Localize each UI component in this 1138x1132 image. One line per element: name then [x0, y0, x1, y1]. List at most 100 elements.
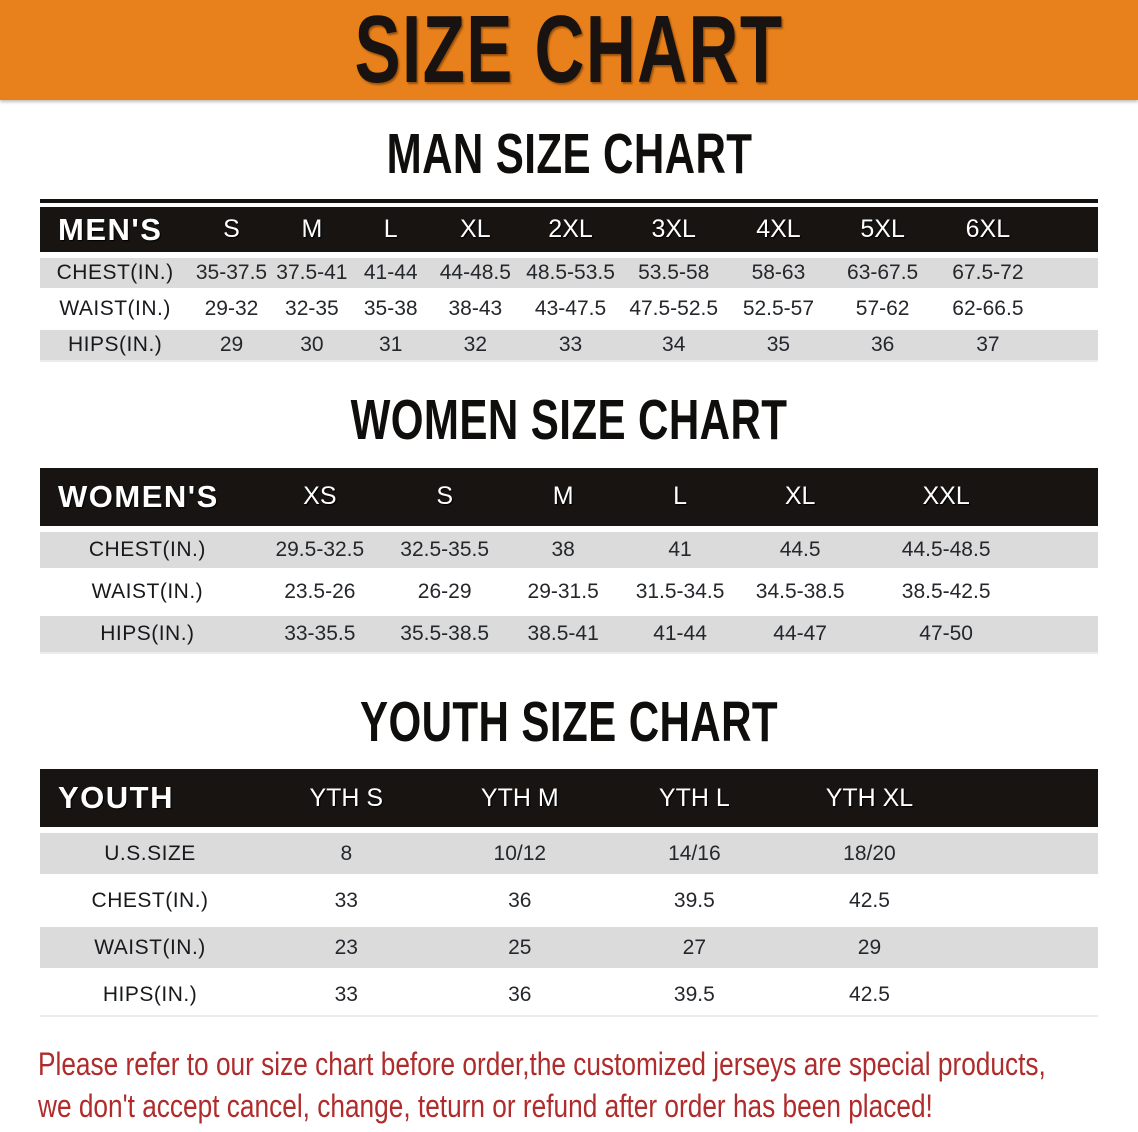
youth-table-header-row: YOUTH YTH S YTH M YTH L YTH XL	[40, 769, 1098, 828]
spacer-cell	[957, 921, 1098, 969]
women-size-column-header: XS	[254, 467, 385, 526]
size-value-cell: 36	[432, 874, 608, 922]
youth-section-heading: YOUTH SIZE CHART	[0, 690, 1138, 754]
men-section-heading-text: MAN SIZE CHART	[386, 122, 752, 186]
women-table-row: CHEST(IN.) 29.5-32.5 32.5-35.5 38 41 44.5 44.5…	[40, 525, 1098, 568]
women-size-column-header: XXL	[862, 467, 1031, 526]
youth-size-table: YOUTH YTH S YTH M YTH L YTH XL U.S.SIZE 8 10/12…	[40, 769, 1098, 1018]
men-size-column-header: S	[190, 207, 273, 253]
row-label-cell: HIPS(IN.)	[40, 324, 191, 361]
row-label-cell: CHEST(IN.)	[40, 874, 261, 922]
spacer-cell	[1030, 567, 1098, 610]
page-title: SIZE CHART	[354, 0, 784, 103]
spacer-cell	[957, 968, 1098, 1016]
size-value-cell: 33-35.5	[254, 609, 385, 652]
size-value-cell: 44.5	[738, 525, 863, 568]
men-table-row: WAIST(IN.) 29-32 32-35 35-38 38-43 43-47.5 47.…	[40, 288, 1098, 325]
youth-table-title-cell: YOUTH	[40, 769, 261, 828]
size-value-cell: 36	[432, 968, 608, 1016]
youth-section-heading-text: YOUTH SIZE CHART	[359, 690, 779, 754]
disclaimer-line-1: Please refer to our size chart before or…	[38, 1046, 1046, 1083]
row-label-cell: U.S.SIZE	[40, 827, 261, 875]
size-value-cell: 32	[430, 324, 521, 361]
women-table-row: WAIST(IN.) 23.5-26 26-29 29-31.5 31.5-34.5 34…	[40, 567, 1098, 610]
men-table-wrap: MEN'S S M L XL 2XL 3XL 4XL 5XL 6XL CHEST(IN.) 35-37…	[40, 199, 1098, 363]
youth-table-wrap: YOUTH YTH S YTH M YTH L YTH XL U.S.SIZE 8 10/12…	[40, 769, 1098, 1018]
size-value-cell: 47-50	[862, 609, 1031, 652]
youth-size-column-header: YTH M	[432, 769, 608, 828]
size-charts: MAN SIZE CHART MEN'S S M L XL 2XL 3XL 4XL 5XL 6XL…	[0, 122, 1138, 1018]
size-value-cell: 25	[432, 921, 608, 969]
size-value-cell: 29	[190, 324, 273, 361]
size-value-cell: 32.5-35.5	[384, 525, 505, 568]
row-label-cell: CHEST(IN.)	[40, 252, 191, 289]
spacer-cell	[957, 769, 1098, 828]
size-value-cell: 39.5	[607, 968, 782, 1016]
spacer-cell	[1040, 207, 1098, 253]
spacer-cell	[957, 827, 1098, 875]
spacer-cell	[1030, 609, 1098, 652]
size-value-cell: 23	[260, 921, 433, 969]
size-value-cell: 52.5-57	[726, 288, 831, 325]
size-value-cell: 35	[726, 324, 831, 361]
men-table-row: CHEST(IN.) 35-37.5 37.5-41 41-44 44-48.5 48.5…	[40, 252, 1098, 289]
size-value-cell: 58-63	[726, 252, 831, 289]
size-value-cell: 14/16	[607, 827, 782, 875]
size-value-cell: 31.5-34.5	[621, 567, 739, 610]
men-size-table: MEN'S S M L XL 2XL 3XL 4XL 5XL 6XL CHEST(IN.) 35-37…	[40, 207, 1098, 363]
men-size-column-header: 2XL	[520, 207, 621, 253]
size-value-cell: 33	[260, 874, 433, 922]
spacer-cell	[1040, 324, 1098, 361]
size-value-cell: 67.5-72	[935, 252, 1041, 289]
women-size-column-header: M	[504, 467, 622, 526]
size-value-cell: 41-44	[351, 252, 431, 289]
row-label-cell: WAIST(IN.)	[40, 567, 255, 610]
size-value-cell: 26-29	[384, 567, 505, 610]
row-label-cell: WAIST(IN.)	[40, 921, 261, 969]
disclaimer-line-2: we don't accept cancel, change, teturn o…	[38, 1088, 933, 1125]
men-size-column-header: XL	[430, 207, 521, 253]
size-value-cell: 31	[351, 324, 431, 361]
size-value-cell: 42.5	[781, 874, 958, 922]
men-size-column-header: 5XL	[830, 207, 935, 253]
women-size-column-header: XL	[738, 467, 863, 526]
size-value-cell: 38	[504, 525, 622, 568]
size-value-cell: 44-47	[738, 609, 863, 652]
size-value-cell: 37.5-41	[272, 252, 352, 289]
size-value-cell: 18/20	[781, 827, 958, 875]
men-table-row: HIPS(IN.) 29 30 31 32 33 34 35 36 37	[40, 324, 1098, 361]
size-value-cell: 33	[260, 968, 433, 1016]
size-value-cell: 8	[260, 827, 433, 875]
women-size-column-header: S	[384, 467, 505, 526]
size-value-cell: 43-47.5	[520, 288, 621, 325]
size-value-cell: 41	[621, 525, 739, 568]
size-value-cell: 29.5-32.5	[254, 525, 385, 568]
youth-size-column-header: YTH S	[260, 769, 433, 828]
size-value-cell: 53.5-58	[620, 252, 727, 289]
size-value-cell: 29-31.5	[504, 567, 622, 610]
size-value-cell: 29	[781, 921, 958, 969]
men-size-column-header: M	[272, 207, 352, 253]
size-value-cell: 38.5-41	[504, 609, 622, 652]
banner: SIZE CHART	[0, 0, 1138, 100]
men-size-column-header: 3XL	[620, 207, 727, 253]
women-section-heading: WOMEN SIZE CHART	[0, 389, 1138, 452]
size-value-cell: 34.5-38.5	[738, 567, 863, 610]
section-youth: YOUTH SIZE CHART YOUTH YTH S YTH M YTH L YTH…	[0, 690, 1138, 1018]
youth-table-row: U.S.SIZE 8 10/12 14/16 18/20	[40, 827, 1098, 875]
women-size-column-header: L	[621, 467, 739, 526]
size-value-cell: 48.5-53.5	[520, 252, 621, 289]
size-value-cell: 44.5-48.5	[862, 525, 1031, 568]
size-value-cell: 41-44	[621, 609, 739, 652]
row-label-cell: HIPS(IN.)	[40, 968, 261, 1016]
size-value-cell: 32-35	[272, 288, 352, 325]
size-value-cell: 29-32	[190, 288, 273, 325]
women-table-row: HIPS(IN.) 33-35.5 35.5-38.5 38.5-41 41-44 44-…	[40, 609, 1098, 652]
women-table-wrap: WOMEN'S XS S M L XL XXL CHEST(IN.) 29.5-32.5 32.5…	[40, 467, 1098, 654]
size-value-cell: 30	[272, 324, 352, 361]
size-value-cell: 42.5	[781, 968, 958, 1016]
section-men: MAN SIZE CHART MEN'S S M L XL 2XL 3XL 4XL 5XL 6XL…	[0, 122, 1138, 363]
women-table-title-cell: WOMEN'S	[40, 467, 255, 526]
men-table-header-row: MEN'S S M L XL 2XL 3XL 4XL 5XL 6XL	[40, 207, 1098, 253]
